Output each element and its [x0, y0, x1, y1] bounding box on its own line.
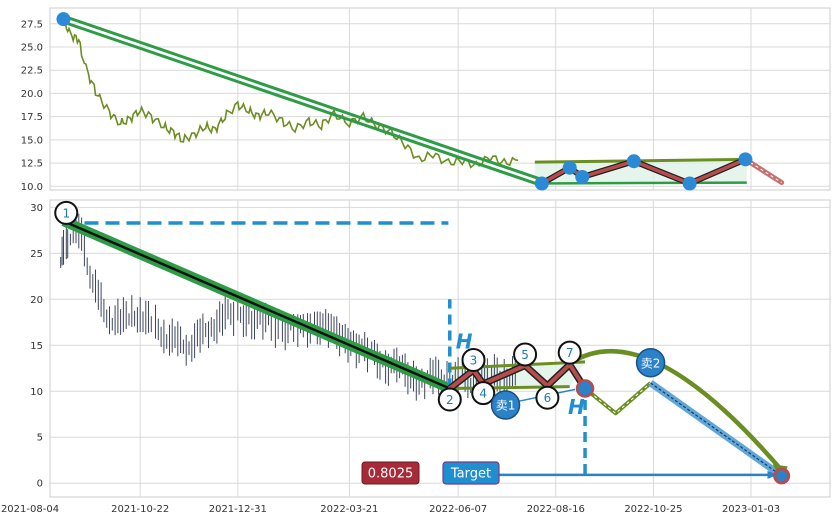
x-tick-label: 2022-06-07: [429, 504, 487, 515]
numbered-point-label: 7: [566, 346, 574, 360]
key-point-marker: [562, 160, 577, 175]
numbered-point-circle: [471, 381, 496, 406]
numbered-point-label: 2: [446, 393, 454, 407]
numbered-point-circle: [461, 347, 486, 372]
trend-line-lower: [62, 20, 543, 187]
top-panel: 27.5 25.0 22.5 20.0 17.5 15.0 12.5 10.0: [21, 7, 831, 193]
ratio-label: 0.8025: [368, 467, 414, 482]
y-tick-label: 25: [30, 249, 43, 260]
y-tick-label: 5: [37, 433, 43, 444]
numbered-point-label: 5: [521, 348, 529, 362]
key-point-marker: [738, 152, 753, 167]
y-tick-label: 10: [30, 387, 43, 398]
x-tick-label: 2021-12-31: [209, 504, 267, 515]
x-tick-label: 2021-08-04: [1, 504, 59, 515]
x-tick-label: 2022-10-25: [624, 504, 682, 515]
trend-line-core: [62, 220, 451, 390]
target-marker: [773, 467, 791, 485]
h-label-1: H: [456, 330, 473, 354]
y-tick-label: 30: [30, 203, 43, 214]
numbered-point-label: 4: [479, 387, 487, 401]
y-tick-label: 15.0: [21, 135, 43, 146]
support-line: [534, 181, 747, 185]
numbered-point-circle: [557, 340, 582, 365]
y-tick-label: 12.5: [21, 159, 43, 170]
sell-point-circle: [635, 348, 666, 378]
x-tick-label: 2021-10-22: [111, 504, 169, 515]
y-tick-label: 17.5: [21, 112, 43, 123]
target-label: Target: [450, 467, 491, 482]
key-point-marker: [575, 170, 590, 184]
y-tick-label: 27.5: [21, 19, 43, 30]
numbered-point-circle: [513, 342, 538, 367]
price-line: [63, 17, 519, 169]
forecast-olive-dash: [584, 382, 651, 414]
sell-point-label: 卖2: [641, 356, 661, 370]
target-box: [442, 461, 500, 485]
key-point-marker: [626, 154, 641, 169]
breakdown-marker: [575, 379, 595, 398]
target-arrow-head: [767, 470, 778, 479]
forecast-blue-dash: [650, 382, 783, 477]
key-point-marker: [682, 176, 697, 191]
trend-line-upper: [62, 14, 543, 181]
numbered-point-circle: [437, 387, 462, 412]
numbered-point-label: 6: [544, 391, 552, 405]
numbered-point-label: 1: [62, 206, 70, 220]
y-tick-label: 20: [30, 295, 43, 306]
bottom-panel-frame: [49, 199, 831, 498]
key-point-marker: [534, 176, 549, 191]
sell-point-label: 卖1: [496, 399, 516, 413]
y-tick-label: 10.0: [21, 182, 43, 193]
x-tick-label: 2023-01-03: [722, 504, 780, 515]
numbered-point-circle: [535, 385, 560, 410]
y-tick-label: 25.0: [21, 43, 43, 54]
ratio-box: [361, 461, 420, 485]
sell-point-circle: [490, 390, 521, 420]
zigzag-projection-dash: [745, 158, 782, 183]
x-tick-label: 2022-08-16: [527, 504, 585, 515]
y-tick-label: 20.0: [21, 89, 43, 100]
x-tick-label: 2022-03-21: [320, 504, 378, 515]
key-point-marker: [56, 12, 71, 27]
h-label-2: H: [568, 395, 585, 419]
y-tick-label: 15: [30, 341, 43, 352]
y-tick-label: 22.5: [21, 66, 43, 77]
numbered-point-label: 3: [470, 353, 478, 367]
numbered-point-circle: [54, 200, 79, 225]
y-tick-label: 0: [37, 479, 43, 490]
